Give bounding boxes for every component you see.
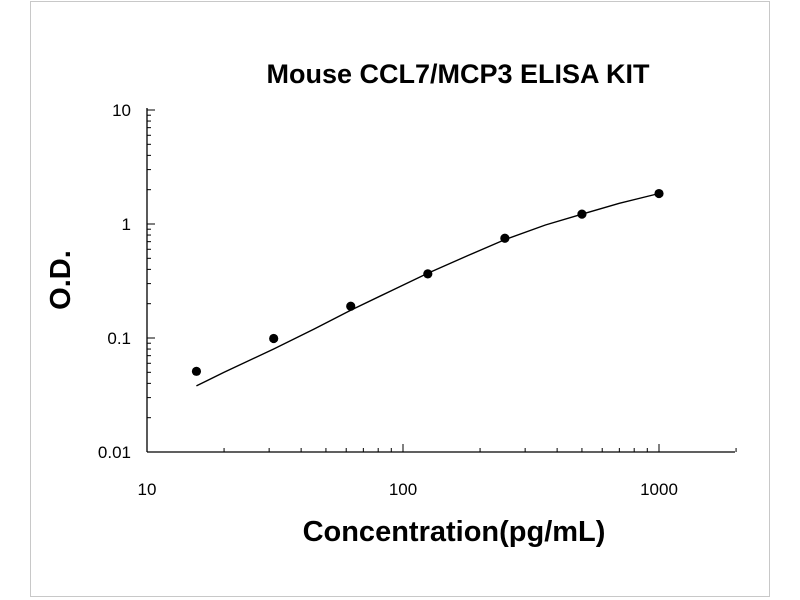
x-tick-label: 1000: [640, 480, 678, 499]
y-tick-label: 1: [122, 215, 131, 234]
data-point: [423, 269, 433, 279]
data-point: [500, 233, 510, 243]
fit-curve: [196, 192, 660, 387]
chart-frame: [30, 1, 770, 597]
chart-title: Mouse CCL7/MCP3 ELISA KIT: [266, 59, 650, 89]
y-axis-label: O.D.: [45, 250, 77, 310]
data-point: [346, 301, 356, 311]
y-tick-label: 0.1: [107, 329, 131, 348]
fit-curve-line: [196, 192, 660, 387]
x-axis-label: Concentration(pg/mL): [303, 516, 606, 548]
y-tick-label: 0.01: [98, 443, 131, 462]
data-points: [191, 188, 664, 376]
axes: [146, 108, 735, 453]
x-tick-label: 10: [138, 480, 157, 499]
ticks: [146, 109, 737, 453]
data-point: [654, 188, 664, 199]
x-tick-label: 100: [389, 480, 417, 499]
y-tick-label: 10: [112, 101, 131, 120]
tick-labels: 0.01 0.1 1 10 10 100 1000: [98, 101, 678, 499]
data-point: [269, 333, 279, 344]
data-point: [191, 366, 202, 376]
data-point: [577, 209, 587, 219]
